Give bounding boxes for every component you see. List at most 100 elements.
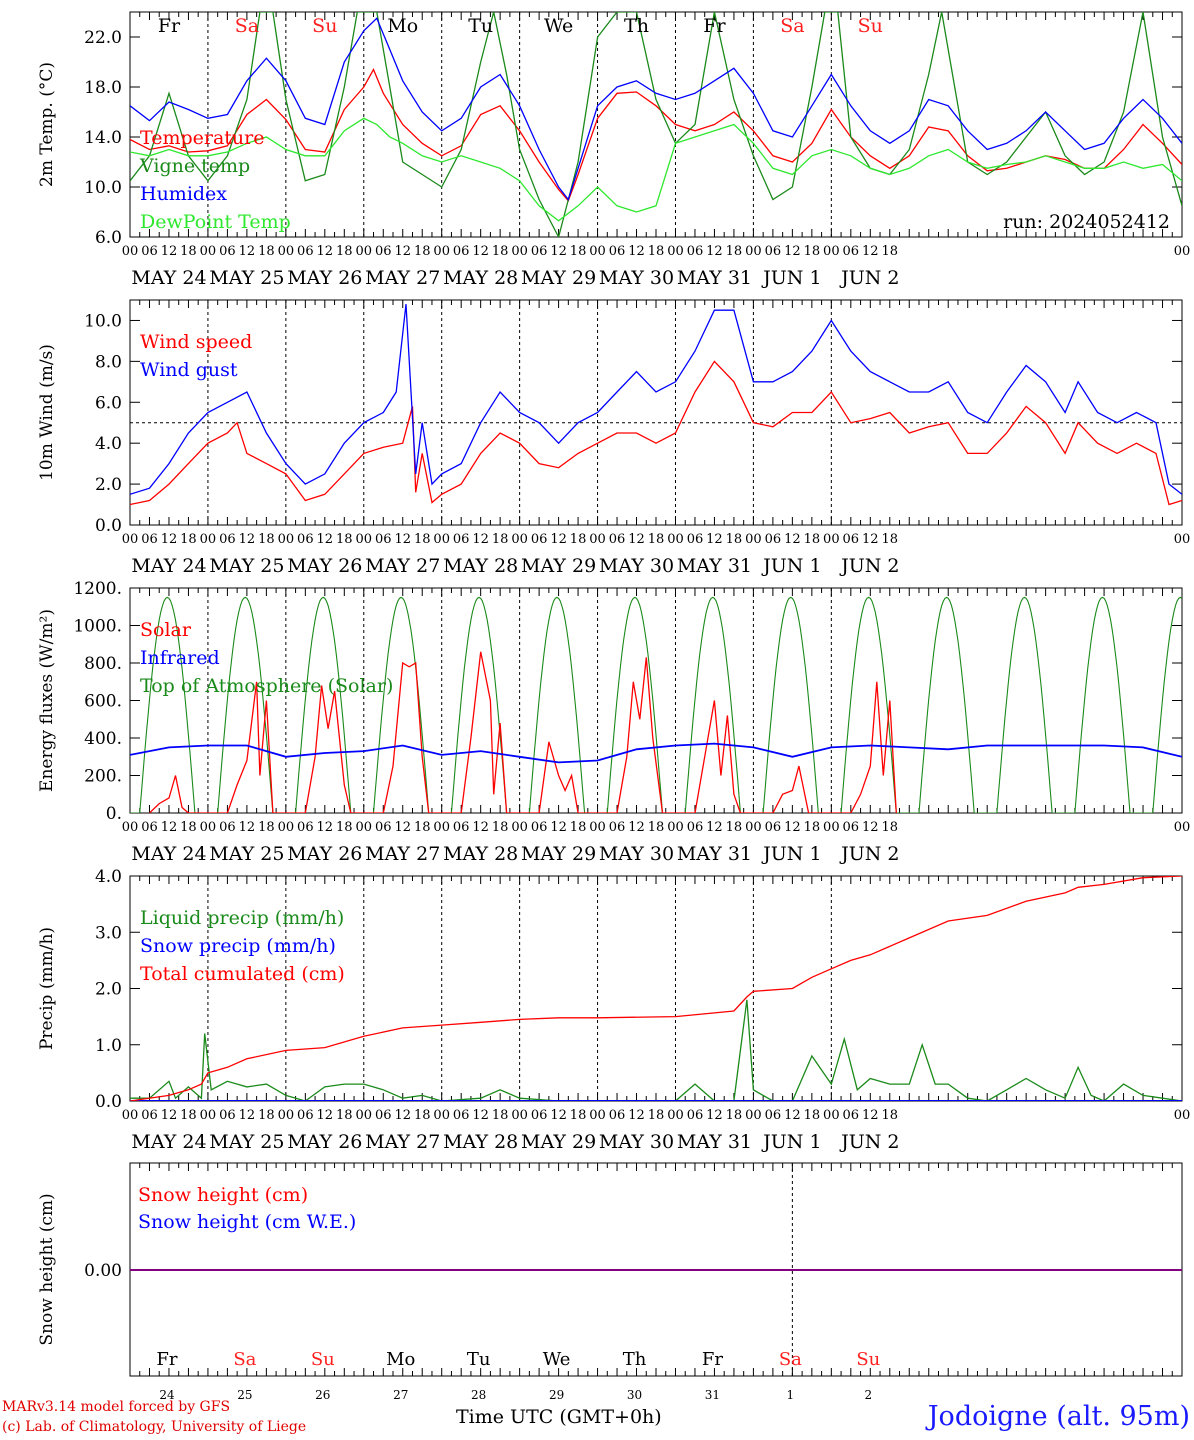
lab-credit: (c) Lab. of Climatology, University of L…: [2, 1419, 307, 1435]
date-label: JUN 1: [761, 555, 821, 577]
legend-entry: Snow height (cm): [138, 1184, 308, 1206]
y-tick-label: 6.0: [95, 228, 122, 248]
day-abbrev: Sa: [780, 15, 804, 37]
legend-entry: Liquid precip (mm/h): [140, 907, 344, 929]
hour-tick-label: 18: [882, 1108, 899, 1123]
y-tick-label: 10.0: [84, 311, 122, 331]
hour-tick-label: 18: [492, 244, 509, 259]
hour-tick-label: 18: [882, 244, 899, 259]
panel-4: Precip (mm/h) 0.0 1.0 2.0 3.0 4.0 Liquid preci…: [37, 867, 1190, 1153]
hour-tick-label: 12: [628, 1108, 645, 1123]
day-abbrev: Fr: [156, 1349, 177, 1370]
precip-lines: [130, 876, 1182, 1101]
panel-5: Snow height (cm) 0.00 Snow height (cm) Snow…: [37, 1162, 1183, 1402]
hour-tick-label: 18: [726, 532, 743, 547]
hour-tick-label: 00: [667, 532, 684, 547]
hour-tick-label: 06: [219, 1108, 236, 1123]
y-axis-label: Precip (mm/h): [37, 927, 57, 1050]
y-tick-label: 22.0: [84, 28, 122, 48]
hour-tick-label: 18: [492, 1108, 509, 1123]
date-label: JUN 2: [839, 1131, 899, 1153]
hour-tick-label: 12: [628, 244, 645, 259]
y-tick-label: 0.00: [84, 1261, 122, 1281]
hour-tick-label: 00: [745, 820, 762, 835]
hour-tick-label: 00: [589, 820, 606, 835]
time-axis-title: Time UTC (GMT+0h): [456, 1406, 662, 1428]
hour-tick-label: 06: [843, 1108, 860, 1123]
hour-tick-label: 12: [394, 820, 411, 835]
day-abbrev: Su: [311, 1349, 335, 1370]
hour-tick-label: 06: [375, 1108, 392, 1123]
y-tick-label: 1000.: [73, 617, 122, 637]
hour-tick-label: 12: [161, 244, 178, 259]
hour-tick-label: 00: [278, 532, 295, 547]
hour-tick-label: 06: [687, 1108, 704, 1123]
hour-tick-label: 00: [667, 820, 684, 835]
date-label: MAY 28: [443, 555, 518, 577]
hour-tick-label: 06: [297, 532, 314, 547]
hour-tick-label: 00: [745, 532, 762, 547]
day-abbrev: Th: [623, 1349, 647, 1370]
day-number: 30: [627, 1388, 642, 1402]
date-label: MAY 27: [365, 267, 440, 289]
date-label: MAY 29: [521, 555, 596, 577]
legend-entry: Wind speed: [140, 331, 252, 353]
hour-tick-label: 18: [336, 244, 353, 259]
legend-entry: Total cumulated (cm): [140, 963, 345, 985]
hour-tick-label: 12: [239, 532, 256, 547]
date-label: JUN 2: [839, 555, 899, 577]
y-tick-label: 18.0: [84, 78, 122, 98]
hour-tick-label: 06: [141, 244, 158, 259]
hour-tick-label: 18: [258, 532, 275, 547]
hour-tick-label: 12: [239, 820, 256, 835]
hour-tick-label: 12: [472, 1108, 489, 1123]
date-label: MAY 28: [443, 267, 518, 289]
legend-entry: Top of Atmosphere (Solar): [140, 675, 393, 697]
hour-tick-label: 18: [336, 1108, 353, 1123]
hour-tick-label: 18: [726, 244, 743, 259]
hour-tick-label: 18: [570, 820, 587, 835]
date-label: MAY 31: [677, 555, 752, 577]
panel-frame: [129, 11, 1183, 238]
series-wind-speed: [130, 360, 1182, 506]
day-abbrev: Su: [856, 1349, 880, 1370]
hour-tick-label: 12: [317, 1108, 334, 1123]
date-label: MAY 30: [599, 843, 674, 865]
flux-lines: [130, 596, 1182, 813]
date-label: JUN 2: [839, 843, 899, 865]
hour-tick-label: 06: [843, 244, 860, 259]
hour-tick-label: 12: [472, 820, 489, 835]
date-label: MAY 30: [599, 1131, 674, 1153]
series-wind-gust: [130, 304, 1182, 495]
hour-tick-label: 06: [141, 532, 158, 547]
hour-tick-label: 06: [687, 532, 704, 547]
panel-frame: [129, 299, 1183, 526]
hour-tick-label: 12: [317, 532, 334, 547]
hour-tick-label: 00: [200, 1108, 217, 1123]
series-solar: [149, 651, 897, 813]
date-label: MAY 24: [131, 1131, 206, 1153]
temperature-lines: [130, 12, 1182, 237]
y-tick-label: 6.0: [95, 393, 122, 413]
hour-tick-label: 18: [882, 532, 899, 547]
hour-tick-label: 06: [453, 820, 470, 835]
date-label: MAY 29: [521, 1131, 596, 1153]
legend-entry: Humidex: [140, 183, 227, 205]
y-tick-label: 0.: [106, 804, 122, 824]
hour-tick-label: 12: [784, 1108, 801, 1123]
day-number: 2: [864, 1388, 872, 1402]
panel-3: Energy fluxes (W/m²) 0. 200. 400. 600. 800. 10…: [37, 579, 1190, 865]
hour-tick-label: 18: [258, 244, 275, 259]
hour-tick-label: 06: [453, 244, 470, 259]
hour-tick-label: 12: [862, 820, 879, 835]
hour-tick-label: 06: [609, 1108, 626, 1123]
hour-tick-label: 06: [609, 820, 626, 835]
hour-tick-label: 06: [765, 532, 782, 547]
day-abbrev: Sa: [779, 1349, 802, 1370]
day-abbrev: Mo: [387, 15, 418, 37]
hour-tick-label: 00: [122, 820, 139, 835]
hour-tick-label: 12: [706, 1108, 723, 1123]
hour-tick-label: 00: [200, 244, 217, 259]
hour-tick-label: 00: [823, 244, 840, 259]
hour-tick-label: 00: [356, 532, 373, 547]
